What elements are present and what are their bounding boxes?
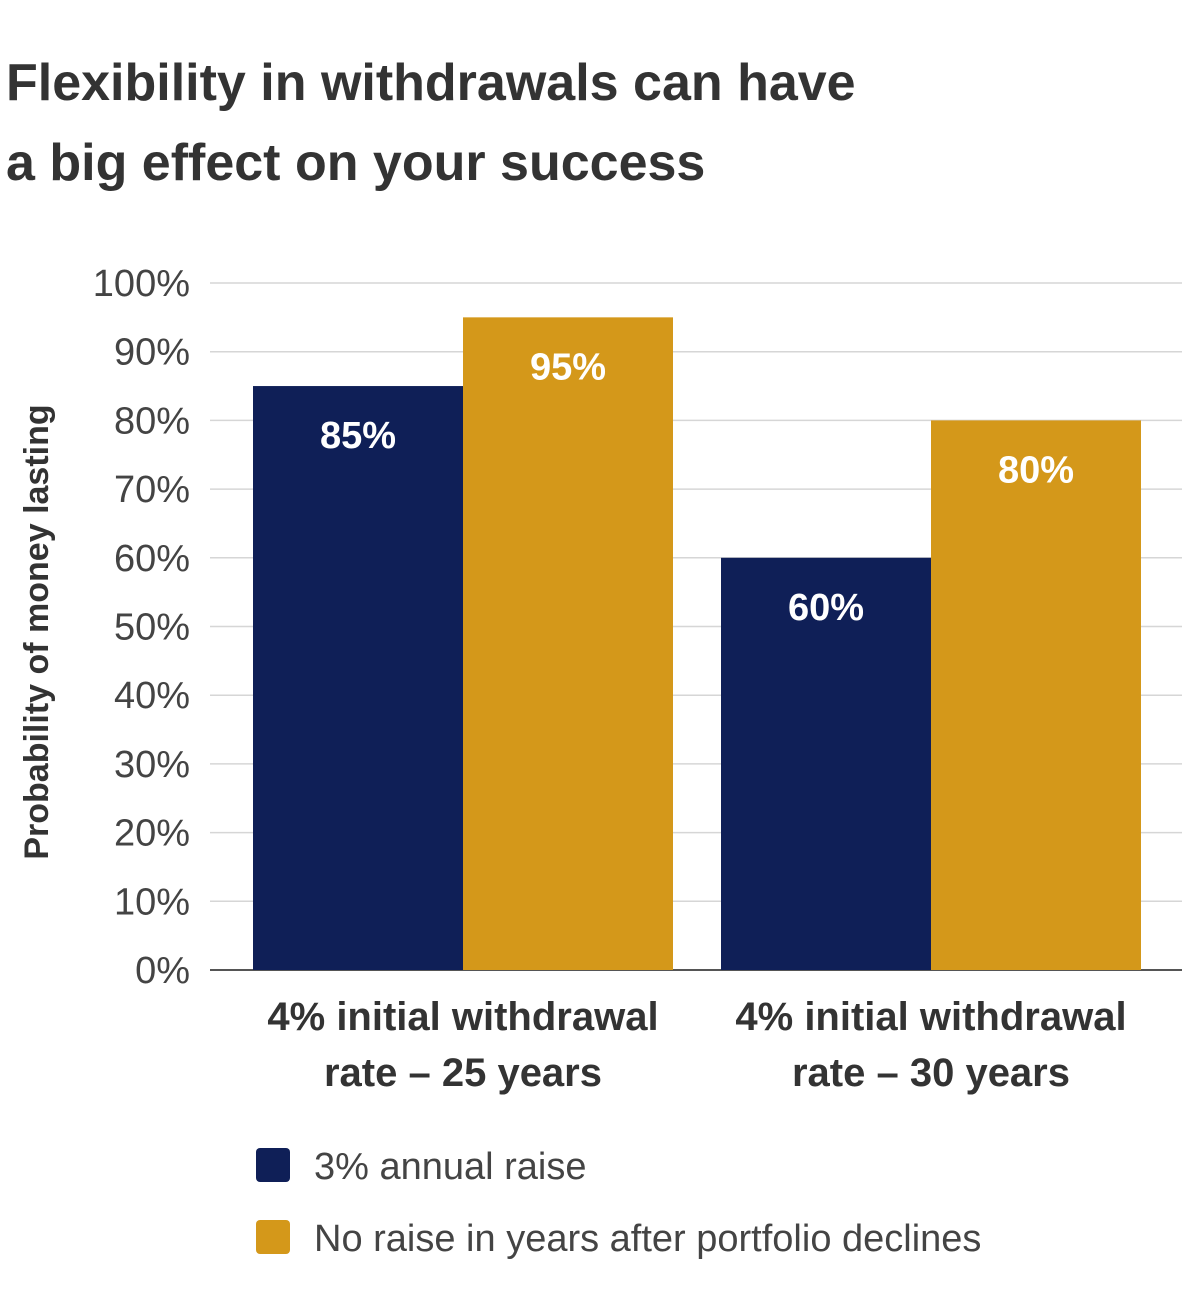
- y-tick-label: 100%: [93, 263, 190, 305]
- data-labels: 85% 95% 60% 80%: [320, 346, 1074, 628]
- legend-swatch: [256, 1148, 290, 1182]
- y-axis-label: Probability of money lasting: [18, 404, 56, 859]
- data-label: 80%: [998, 449, 1074, 491]
- data-label: 85%: [320, 415, 396, 457]
- y-tick-label: 40%: [114, 675, 190, 717]
- y-axis-ticks: 0% 10% 20% 30% 40% 50% 60% 70% 80% 90% 100%: [93, 263, 190, 992]
- legend-label: 3% annual raise: [314, 1146, 587, 1188]
- y-tick-label: 30%: [114, 744, 190, 786]
- category-label: 4% initial withdrawal: [735, 995, 1126, 1039]
- chart-title: Flexibility in withdrawals can have a big…: [6, 54, 856, 192]
- bars: [253, 317, 1141, 971]
- legend-label: No raise in years after portfolio declin…: [314, 1218, 981, 1260]
- category-label: rate – 25 years: [324, 1051, 602, 1095]
- y-tick-label: 70%: [114, 469, 190, 511]
- chart-title-line: Flexibility in withdrawals can have: [6, 54, 856, 112]
- y-tick-label: 80%: [114, 400, 190, 442]
- category-label: 4% initial withdrawal: [267, 995, 658, 1039]
- data-label: 95%: [530, 346, 606, 388]
- y-tick-label: 10%: [114, 881, 190, 923]
- y-tick-label: 90%: [114, 332, 190, 374]
- y-tick-label: 20%: [114, 813, 190, 855]
- legend-swatch: [256, 1220, 290, 1254]
- y-tick-label: 0%: [135, 950, 190, 992]
- y-tick-label: 60%: [114, 538, 190, 580]
- bar: [721, 557, 931, 970]
- bar: [931, 420, 1141, 970]
- y-axis-title: Probability of money lasting: [18, 404, 56, 859]
- legend: 3% annual raise No raise in years after p…: [256, 1146, 981, 1260]
- y-tick-label: 50%: [114, 607, 190, 649]
- bar: [463, 317, 673, 971]
- bar: [253, 386, 463, 970]
- data-label: 60%: [788, 587, 864, 629]
- x-axis-categories: 4% initial withdrawal rate – 25 years 4% i…: [267, 995, 1126, 1095]
- chart-title-line: a big effect on your success: [6, 134, 705, 192]
- category-label: rate – 30 years: [792, 1051, 1070, 1095]
